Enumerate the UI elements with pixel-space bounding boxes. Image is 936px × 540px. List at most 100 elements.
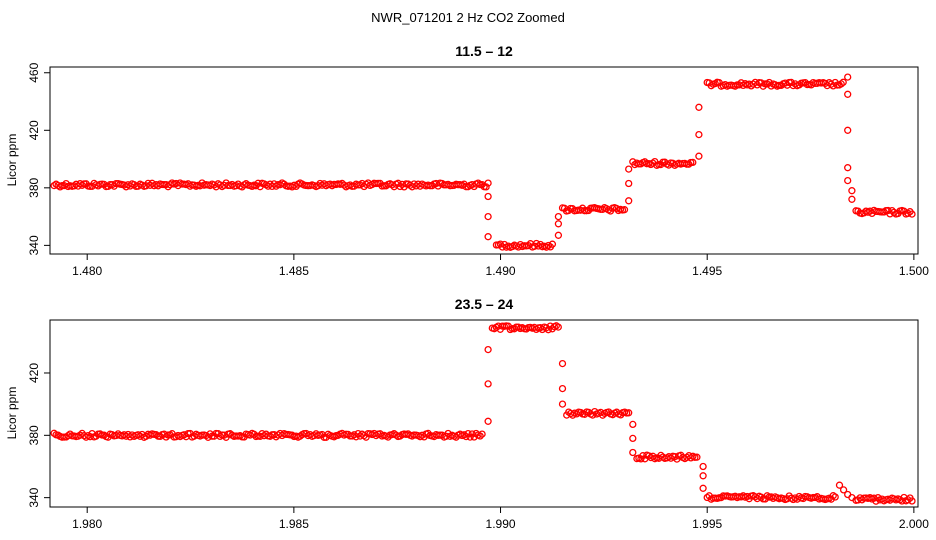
data-point bbox=[699, 484, 707, 492]
top-plot-frame bbox=[49, 66, 919, 255]
data-point bbox=[484, 233, 492, 241]
top-y-axis: 340 380 420 460 bbox=[27, 62, 50, 255]
data-point bbox=[376, 430, 384, 438]
top-x-axis: 1.480 1.485 1.490 1.495 1.500 bbox=[72, 254, 929, 278]
data-point bbox=[410, 180, 418, 188]
top-y-axis-label: Licor ppm bbox=[5, 134, 19, 187]
data-point bbox=[142, 432, 150, 440]
bottom-plot-frame bbox=[49, 319, 919, 508]
data-point bbox=[484, 380, 492, 388]
top-data-points bbox=[50, 73, 916, 251]
data-point bbox=[695, 103, 703, 111]
data-point bbox=[908, 497, 916, 505]
data-point bbox=[569, 411, 577, 419]
data-point bbox=[66, 430, 74, 438]
bottom-x-tick-label: 2.000 bbox=[899, 517, 929, 531]
bottom-y-tick-label: 420 bbox=[27, 363, 41, 383]
data-point bbox=[625, 165, 633, 173]
data-point bbox=[844, 176, 852, 185]
data-point bbox=[844, 73, 852, 81]
top-y-tick-label: 420 bbox=[27, 120, 41, 140]
top-x-tick-label: 1.485 bbox=[279, 264, 309, 278]
data-point bbox=[693, 453, 701, 461]
data-point bbox=[695, 130, 703, 139]
top-x-tick-label: 1.490 bbox=[486, 264, 516, 278]
data-point bbox=[482, 183, 490, 191]
data-point bbox=[548, 240, 557, 248]
data-point bbox=[272, 182, 280, 190]
data-point bbox=[904, 209, 912, 218]
data-point bbox=[874, 494, 882, 502]
data-point bbox=[844, 90, 852, 98]
data-point bbox=[264, 182, 272, 190]
bottom-y-axis-label: Licor ppm bbox=[5, 387, 19, 440]
data-point bbox=[554, 323, 562, 331]
data-point bbox=[835, 481, 844, 489]
data-point bbox=[699, 472, 707, 480]
top-x-tick-label: 1.480 bbox=[72, 264, 102, 278]
data-point bbox=[558, 400, 567, 408]
top-panel: 11.5 – 12 Licor ppm 1.480 1.485 1.490 1.495… bbox=[5, 43, 929, 278]
data-point bbox=[839, 486, 848, 494]
data-point bbox=[844, 490, 852, 499]
data-point bbox=[536, 240, 545, 249]
data-point bbox=[396, 182, 404, 191]
top-panel-title: 11.5 – 12 bbox=[455, 43, 513, 59]
data-point bbox=[629, 434, 637, 443]
data-point bbox=[558, 359, 567, 368]
top-y-tick-label: 460 bbox=[27, 62, 41, 82]
data-point bbox=[837, 80, 845, 88]
data-point bbox=[484, 345, 492, 354]
top-y-tick-label: 380 bbox=[27, 177, 41, 197]
data-point bbox=[629, 420, 637, 429]
top-x-tick-label: 1.500 bbox=[899, 264, 929, 278]
bottom-y-axis: 340 380 420 bbox=[27, 363, 50, 508]
data-point bbox=[620, 206, 629, 214]
data-point bbox=[144, 179, 152, 188]
data-point bbox=[484, 417, 492, 425]
data-point bbox=[689, 158, 697, 167]
data-point bbox=[542, 243, 551, 251]
data-point bbox=[795, 81, 803, 89]
data-point bbox=[848, 493, 856, 502]
data-point bbox=[641, 158, 649, 166]
data-point bbox=[625, 409, 633, 417]
data-point bbox=[288, 183, 296, 191]
data-point bbox=[554, 231, 563, 239]
data-point bbox=[484, 179, 492, 187]
data-point bbox=[460, 431, 468, 439]
data-point bbox=[302, 429, 310, 438]
data-point bbox=[250, 430, 258, 438]
data-point bbox=[831, 493, 839, 501]
bottom-panel: 23.5 – 24 Licor ppm 1.980 1.985 1.990 1.995… bbox=[5, 296, 929, 531]
data-point bbox=[844, 164, 852, 172]
data-point bbox=[558, 384, 567, 393]
data-point bbox=[544, 326, 552, 334]
data-point bbox=[629, 448, 637, 457]
data-point bbox=[848, 187, 856, 195]
data-point bbox=[484, 192, 492, 201]
data-point bbox=[162, 433, 170, 441]
bottom-y-tick-label: 340 bbox=[27, 487, 41, 507]
data-point bbox=[70, 182, 78, 190]
top-x-tick-label: 1.495 bbox=[692, 264, 722, 278]
data-point bbox=[258, 430, 266, 438]
bottom-x-tick-label: 1.980 bbox=[72, 517, 102, 531]
bottom-x-tick-label: 1.985 bbox=[279, 517, 309, 531]
bottom-x-axis: 1.980 1.985 1.990 1.995 2.000 bbox=[72, 507, 929, 531]
data-point bbox=[645, 452, 653, 460]
bottom-data-points bbox=[50, 322, 916, 505]
data-point bbox=[848, 195, 856, 203]
bottom-y-tick-label: 380 bbox=[27, 425, 41, 445]
bottom-x-tick-label: 1.995 bbox=[692, 517, 722, 531]
data-point bbox=[908, 210, 916, 218]
data-point bbox=[164, 183, 172, 191]
data-point bbox=[625, 197, 633, 205]
data-point bbox=[801, 78, 809, 87]
data-point bbox=[839, 78, 847, 86]
data-point bbox=[554, 220, 563, 228]
figure-title: NWR_071201 2 Hz CO2 Zoomed bbox=[371, 10, 565, 25]
data-point bbox=[554, 212, 563, 221]
data-point bbox=[122, 183, 130, 191]
